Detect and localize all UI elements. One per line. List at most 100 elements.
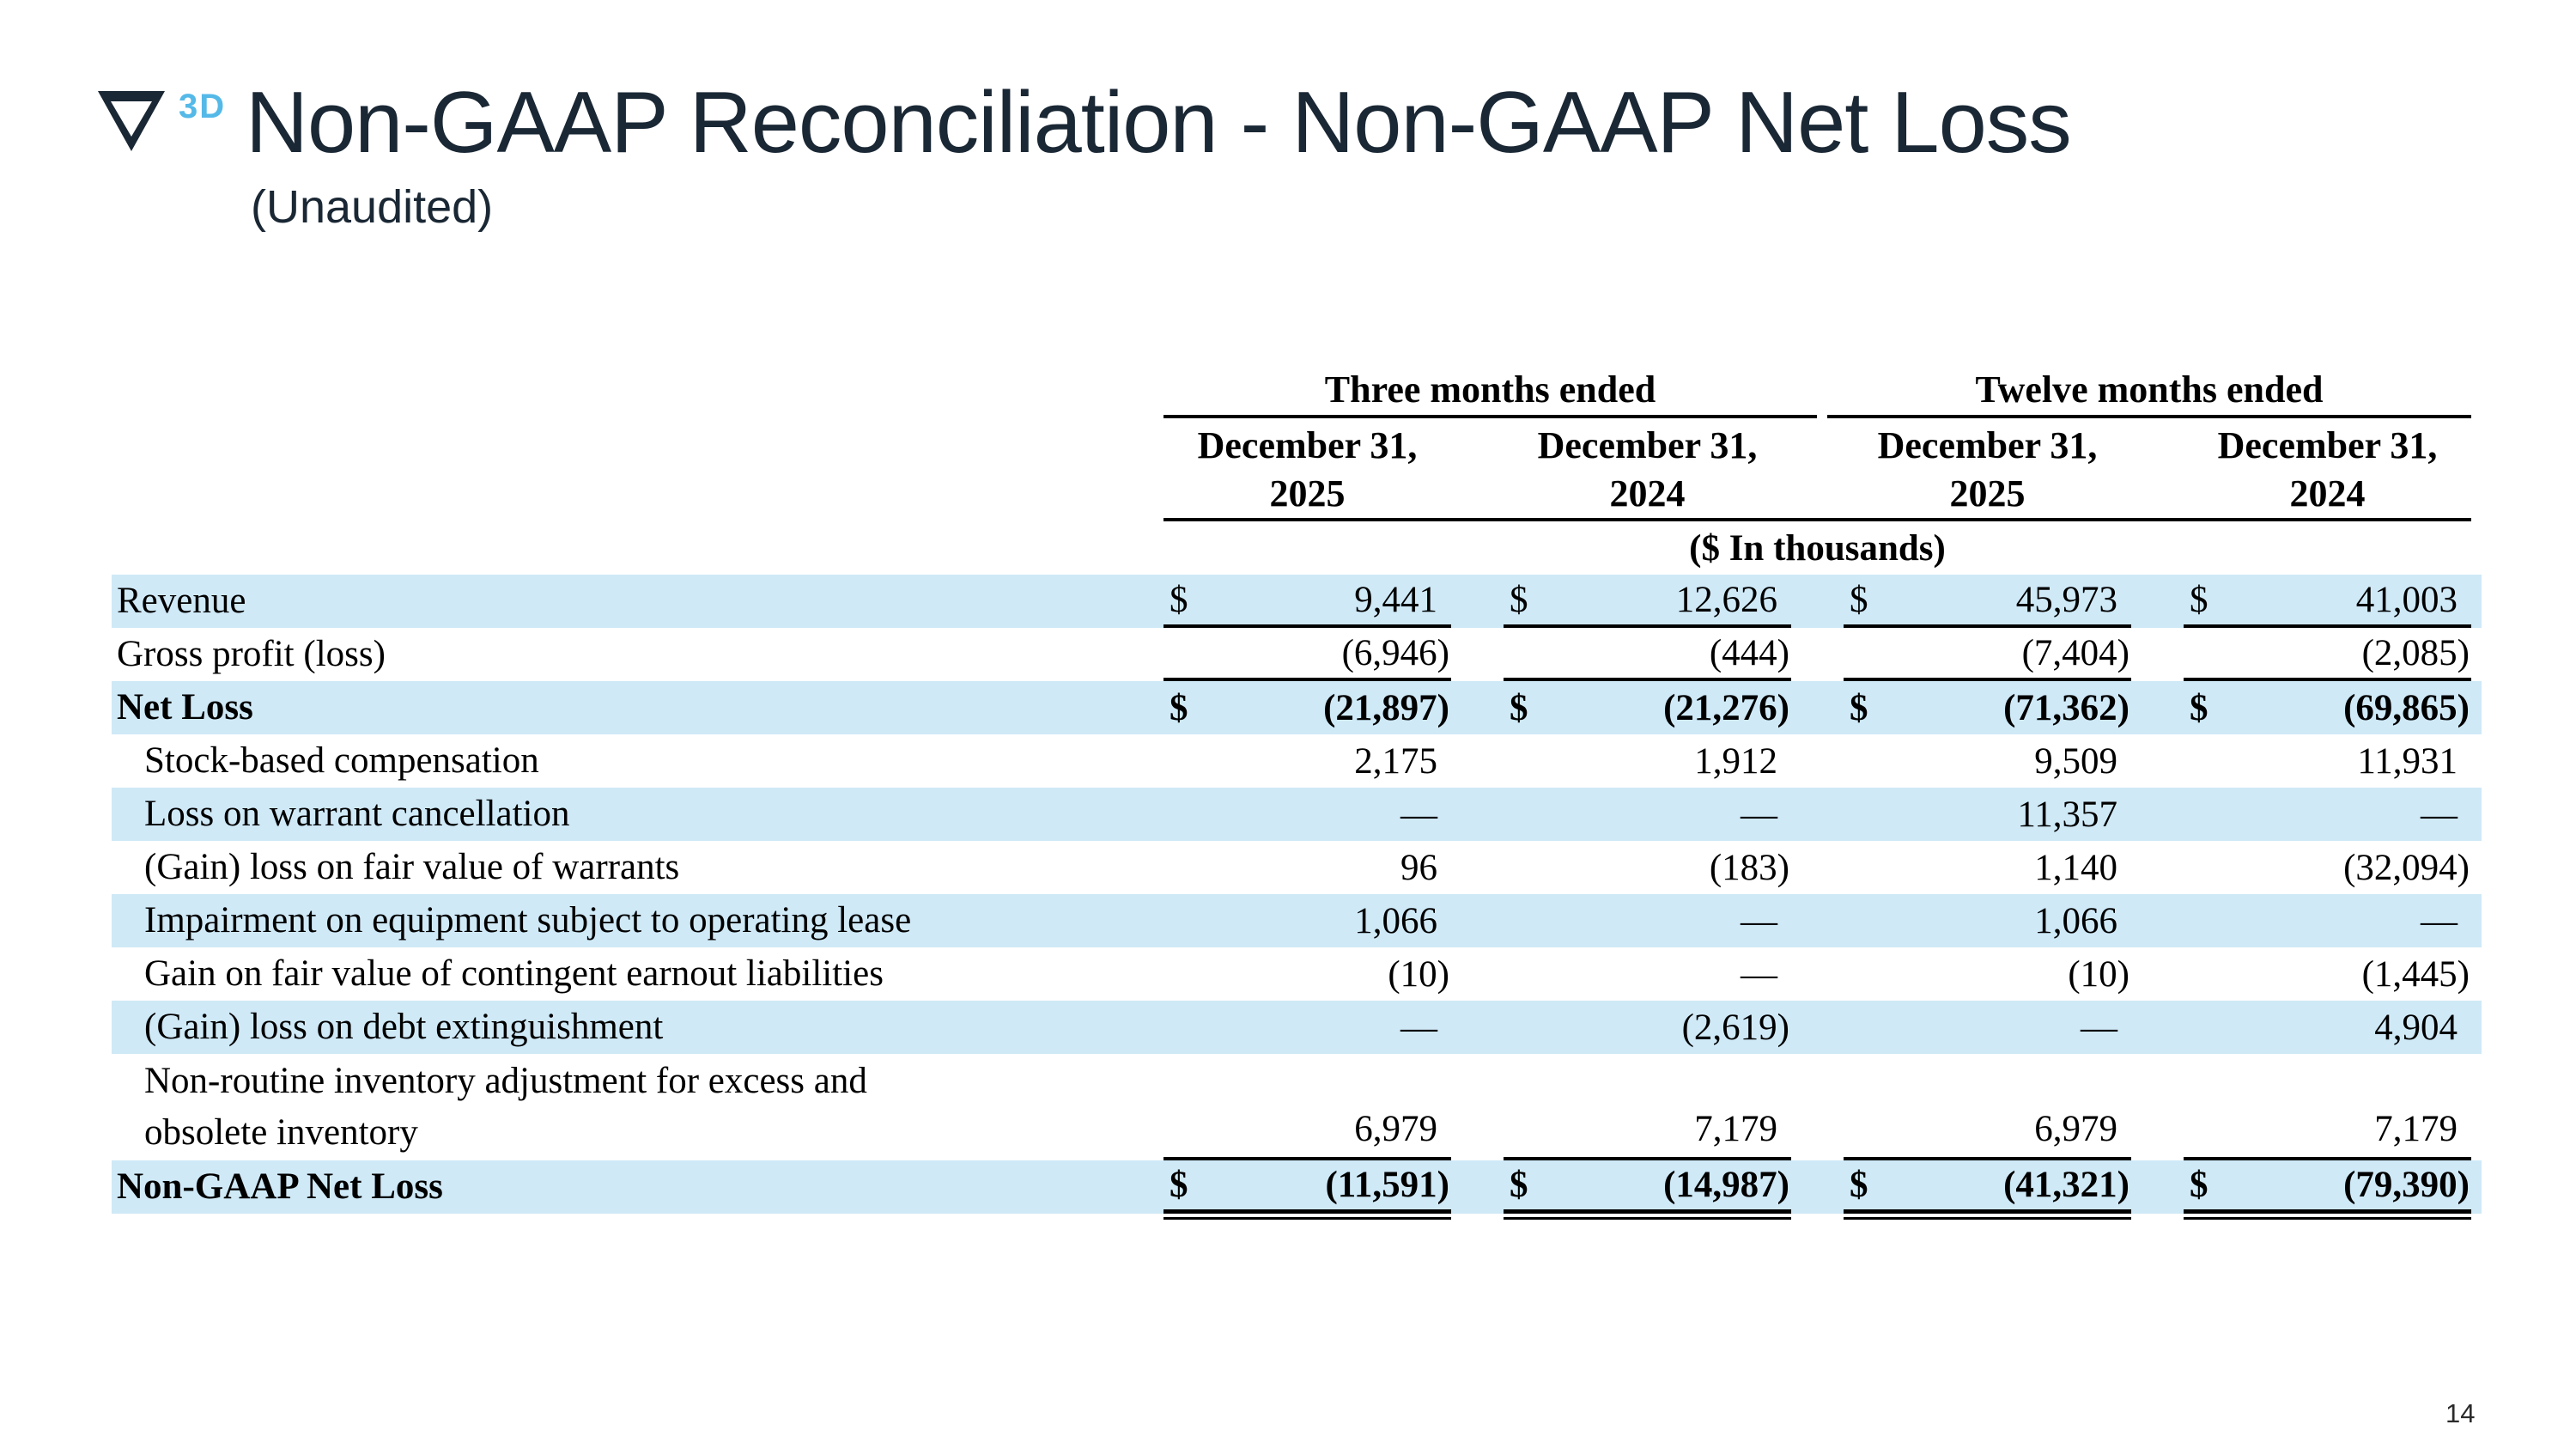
col-header-date: December 31, bbox=[1877, 424, 2098, 466]
value: 2,175 bbox=[1354, 740, 1437, 782]
value: 9,509 bbox=[2034, 740, 2117, 782]
row-label: Gross profit (loss) bbox=[117, 634, 386, 674]
row-label: Impairment on equipment subject to opera… bbox=[144, 900, 912, 941]
value-cell: 7,179 bbox=[1504, 1054, 1791, 1160]
col-header-year: 2024 bbox=[1609, 472, 1686, 514]
column-group-header-row: Three months ended Twelve months ended bbox=[112, 368, 2482, 418]
value: 41,003 bbox=[2355, 579, 2458, 620]
value: 4,904 bbox=[2374, 1007, 2458, 1048]
value: (11,591) bbox=[1325, 1165, 1449, 1205]
value: (10) bbox=[1388, 953, 1449, 995]
value-cell: (2,619) bbox=[1504, 1001, 1791, 1054]
table-body: Revenue $9,441 $12,626 $45,973 $41,003 Gross … bbox=[112, 575, 2482, 1220]
value-cell: — bbox=[1504, 894, 1791, 947]
brand-logo: 3D bbox=[98, 88, 226, 151]
value: (69,865) bbox=[2343, 687, 2470, 728]
dollar-sign: $ bbox=[1170, 579, 1188, 620]
value-cell: 7,179 bbox=[2184, 1054, 2471, 1160]
value-cell: (444) bbox=[1504, 628, 1791, 681]
nabla-triangle-icon bbox=[98, 91, 165, 151]
value-cell: $ (14,987) bbox=[1504, 1160, 1791, 1220]
value: 6,979 bbox=[2034, 1109, 2117, 1149]
value: — bbox=[1400, 1007, 1437, 1048]
dollar-sign: $ bbox=[1850, 1165, 1868, 1205]
value-cell: (1,445) bbox=[2184, 947, 2471, 1001]
value: 12,626 bbox=[1675, 579, 1777, 620]
row-label: Non-GAAP Net Loss bbox=[117, 1166, 443, 1207]
value-cell: $12,626 bbox=[1504, 575, 1791, 628]
value: (21,276) bbox=[1663, 687, 1789, 728]
value: — bbox=[2421, 794, 2458, 835]
row-label: Loss on warrant cancellation bbox=[144, 794, 570, 834]
row-label: Non-routine inventory adjustment for exc… bbox=[144, 1061, 867, 1153]
value-cell: (32,094) bbox=[2184, 841, 2471, 894]
value: — bbox=[1741, 794, 1777, 835]
value-cell: 1,140 bbox=[1844, 841, 2131, 894]
dollar-sign: $ bbox=[1170, 687, 1188, 728]
value: (41,321) bbox=[2003, 1165, 2129, 1205]
value: (21,897) bbox=[1323, 687, 1449, 728]
table-row: Gross profit (loss) (6,946) (444) (7,404) (2… bbox=[112, 628, 2482, 681]
value-cell: 6,979 bbox=[1844, 1054, 2131, 1160]
value: 1,140 bbox=[2034, 847, 2117, 888]
table-row: Gain on fair value of contingent earnout… bbox=[112, 947, 2482, 1001]
value-cell: — bbox=[1163, 1001, 1451, 1054]
value: (14,987) bbox=[1663, 1165, 1789, 1205]
dollar-sign: $ bbox=[1850, 687, 1868, 728]
value: — bbox=[2421, 900, 2458, 941]
value-cell: 1,066 bbox=[1844, 894, 2131, 947]
value: 11,931 bbox=[2357, 740, 2458, 782]
row-label-cell: Non-GAAP Net Loss bbox=[112, 1160, 1163, 1214]
value-cell: 96 bbox=[1163, 841, 1451, 894]
value: (71,362) bbox=[2003, 687, 2129, 728]
table-row: (Gain) loss on fair value of warrants 96 (… bbox=[112, 841, 2482, 894]
col-header-year: 2024 bbox=[2289, 472, 2366, 514]
units-note: ($ In thousands) bbox=[1689, 527, 1946, 569]
col-header-year: 2025 bbox=[1949, 472, 2026, 514]
value: 1,912 bbox=[1694, 740, 1777, 782]
value: — bbox=[1741, 953, 1777, 995]
row-label: Net Loss bbox=[117, 687, 253, 728]
value-cell: $ (11,591) bbox=[1163, 1160, 1451, 1220]
value-cell: (10) bbox=[1163, 947, 1451, 1001]
col-header-date: December 31, bbox=[1537, 424, 1758, 466]
value: (79,390) bbox=[2343, 1165, 2470, 1205]
row-label-cell: Gross profit (loss) bbox=[112, 628, 1163, 681]
value-cell: $41,003 bbox=[2184, 575, 2471, 628]
table-row: Revenue $9,441 $12,626 $45,973 $41,003 bbox=[112, 575, 2482, 628]
dollar-sign: $ bbox=[2190, 1165, 2208, 1205]
value-cell: $ (41,321) bbox=[1844, 1160, 2131, 1220]
row-label: (Gain) loss on fair value of warrants bbox=[144, 847, 680, 887]
value-cell: $ (21,897) bbox=[1163, 681, 1451, 734]
value-cell: 4,904 bbox=[2184, 1001, 2471, 1054]
table-row: Net Loss $ (21,897) $ (21,276) $ (71,362) $ (69,… bbox=[112, 681, 2482, 734]
value-cell: 11,357 bbox=[1844, 788, 2131, 841]
value: 9,441 bbox=[1354, 579, 1437, 620]
value: 7,179 bbox=[1694, 1109, 1777, 1149]
page-subtitle: (Unaudited) bbox=[251, 181, 494, 233]
col-header: December 31, 2024 bbox=[1504, 415, 1791, 518]
col-header-year: 2025 bbox=[1269, 472, 1346, 514]
page-title: Non-GAAP Reconciliation - Non-GAAP Net L… bbox=[246, 75, 2072, 171]
table-row: Non-GAAP Net Loss $ (11,591) $ (14,987) $ (41,… bbox=[112, 1160, 2482, 1220]
value: (444) bbox=[1709, 632, 1789, 673]
value: (10) bbox=[2068, 953, 2129, 995]
col-header: December 31, 2025 bbox=[1844, 415, 2131, 518]
value-cell: $9,441 bbox=[1163, 575, 1451, 628]
value-cell: — bbox=[1504, 947, 1791, 1001]
dollar-sign: $ bbox=[2190, 687, 2208, 728]
value: 6,979 bbox=[1354, 1109, 1437, 1149]
value: 1,066 bbox=[1354, 900, 1437, 941]
dollar-sign: $ bbox=[1850, 579, 1868, 620]
value-cell: 11,931 bbox=[2184, 734, 2471, 788]
col-group-twelve-months: Twelve months ended bbox=[1827, 368, 2471, 418]
header-rule-row bbox=[112, 518, 2482, 521]
dollar-sign: $ bbox=[2190, 579, 2208, 620]
value: (6,946) bbox=[1341, 632, 1449, 673]
value: — bbox=[1741, 900, 1777, 941]
units-row: ($ In thousands) bbox=[112, 521, 2482, 575]
value-cell: — bbox=[2184, 788, 2471, 841]
row-label: Stock-based compensation bbox=[144, 740, 539, 781]
value-cell: (10) bbox=[1844, 947, 2131, 1001]
value: 96 bbox=[1400, 847, 1437, 888]
